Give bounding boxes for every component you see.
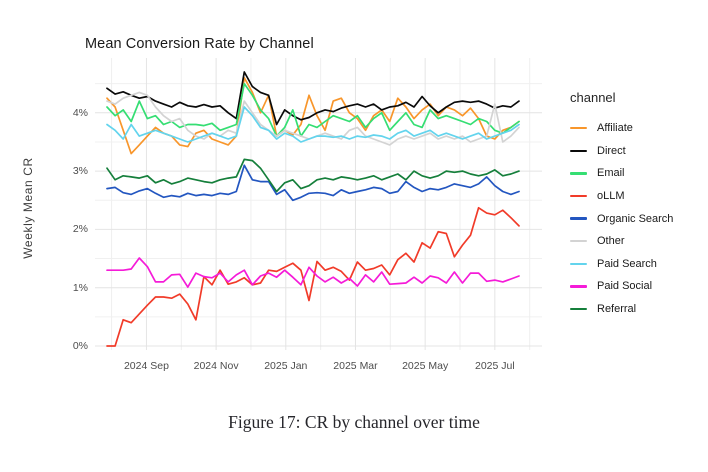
legend-swatch-icon bbox=[570, 217, 587, 220]
legend-label: Direct bbox=[597, 144, 626, 157]
y-tick-label: 0% bbox=[72, 340, 88, 352]
legend-label: Paid Search bbox=[597, 257, 657, 270]
legend-item-ollm: oLLM bbox=[570, 185, 673, 208]
legend-item-organic-search: Organic Search bbox=[570, 207, 673, 230]
legend-item-paid-search: Paid Search bbox=[570, 253, 673, 276]
series-line-referral bbox=[106, 158, 520, 193]
legend-swatch-icon bbox=[570, 262, 587, 266]
legend: channel Affiliate Direct Email oLLM Organic … bbox=[570, 90, 673, 320]
series-line-organic-search bbox=[106, 164, 520, 202]
legend-swatch-icon bbox=[570, 285, 587, 288]
legend-label: Email bbox=[597, 167, 625, 180]
legend-item-email: Email bbox=[570, 162, 673, 185]
x-tick-label: 2024 Nov bbox=[193, 360, 239, 372]
x-tick-label: 2025 Mar bbox=[333, 360, 378, 372]
figure-caption: Figure 17: CR by channel over time bbox=[228, 412, 480, 432]
legend-item-referral: Referral bbox=[570, 298, 673, 321]
y-tick-label: 2% bbox=[72, 223, 88, 236]
legend-swatch-icon bbox=[570, 149, 587, 153]
x-tick-label: 2025 Jul bbox=[474, 360, 515, 372]
y-tick-label: 1% bbox=[72, 281, 88, 294]
legend-label: Paid Social bbox=[597, 280, 653, 293]
legend-swatch-icon bbox=[570, 172, 587, 175]
x-tick-label: 2025 Jan bbox=[264, 360, 308, 372]
legend-title: channel bbox=[570, 90, 616, 105]
legend-label: Referral bbox=[597, 303, 637, 316]
x-tick-label: 2024 Sep bbox=[123, 360, 169, 372]
series-line-affiliate bbox=[106, 76, 520, 155]
legend-swatch-icon bbox=[570, 240, 587, 243]
legend-swatch-icon bbox=[570, 307, 587, 311]
legend-label: oLLM bbox=[597, 190, 625, 203]
y-tick-label: 3% bbox=[72, 165, 88, 178]
legend-swatch-icon bbox=[570, 194, 587, 198]
series-line-paid-social bbox=[106, 257, 520, 288]
series-line-email bbox=[106, 82, 520, 137]
legend-item-affiliate: Affiliate bbox=[570, 117, 673, 140]
y-axis-title: Weekly Mean CR bbox=[21, 157, 35, 259]
legend-label: Organic Search bbox=[597, 212, 674, 225]
x-tick-label: 2025 May bbox=[402, 360, 449, 372]
plot-area bbox=[95, 58, 542, 350]
legend-items: Affiliate Direct Email oLLM Organic Search Ot… bbox=[570, 117, 673, 320]
legend-item-other: Other bbox=[570, 230, 673, 253]
y-tick-label: 4% bbox=[72, 106, 88, 119]
legend-swatch-icon bbox=[570, 127, 587, 130]
series-line-ollm bbox=[106, 206, 520, 347]
legend-item-direct: Direct bbox=[570, 140, 673, 163]
chart-title: Mean Conversion Rate by Channel bbox=[85, 36, 314, 52]
legend-label: Other bbox=[597, 235, 625, 248]
legend-item-paid-social: Paid Social bbox=[570, 275, 673, 298]
series-line-direct bbox=[106, 71, 520, 126]
series-line-paid-search bbox=[106, 106, 520, 143]
legend-label: Affiliate bbox=[597, 122, 633, 135]
